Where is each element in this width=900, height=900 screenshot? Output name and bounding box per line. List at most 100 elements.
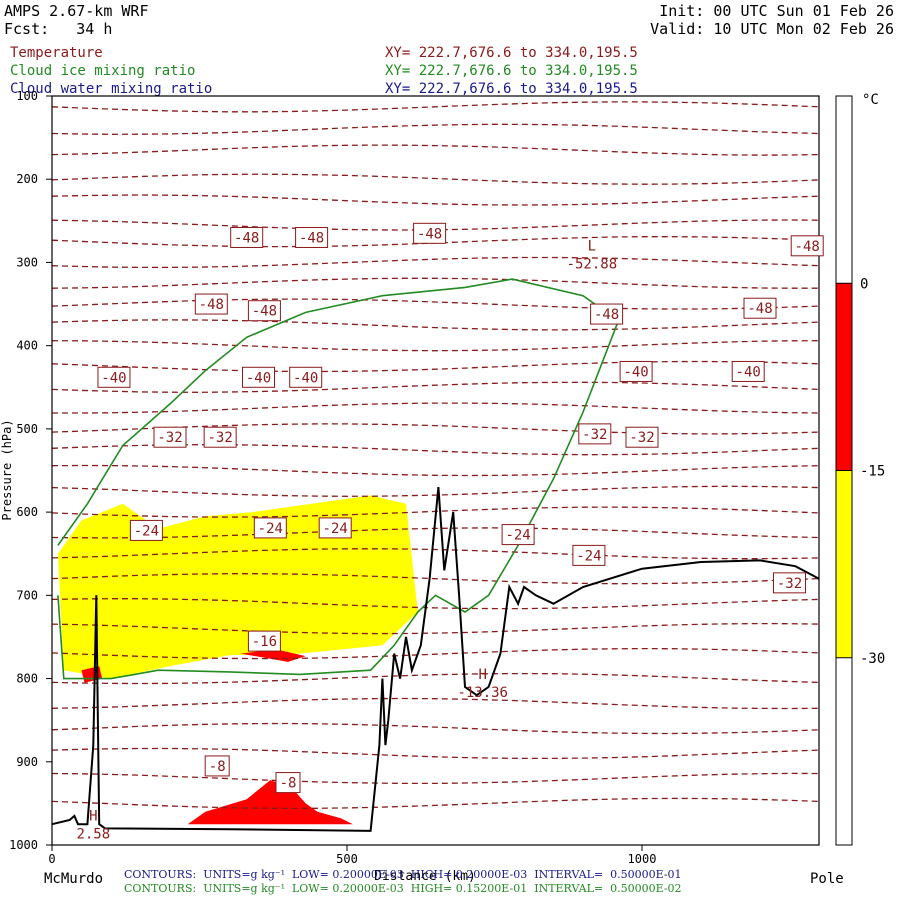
- legend-temperature-xy: XY= 222.7,676.6 to 334.0,195.5: [385, 45, 638, 61]
- contour-label-box: [318, 517, 352, 539]
- colorbar-unit: °C: [862, 92, 879, 108]
- contour-label-box: [295, 226, 329, 248]
- colorbar-label: 0: [860, 276, 868, 292]
- legend-cloud-ice-xy: XY= 222.7,676.6 to 334.0,195.5: [385, 63, 638, 79]
- y-tick-label: 900: [16, 755, 38, 769]
- contour-label: -24: [134, 523, 159, 539]
- extremum-value: -52.88: [567, 256, 618, 272]
- contour-label: -32: [208, 430, 233, 446]
- y-tick-label: 600: [16, 505, 38, 519]
- init-time: Init: 00 UTC Sun 01 Feb 26: [659, 2, 894, 20]
- extremum-value: -13.36: [457, 685, 508, 701]
- temperature-contour-line: [51, 573, 820, 585]
- temperature-contour-line: [51, 485, 820, 497]
- footer-contours-ice: CONTOURS: UNITS=g kg⁻¹ LOW= 0.20000E-03 …: [124, 882, 682, 895]
- colorbar-band: [835, 282, 853, 471]
- contour-label-box: [204, 755, 230, 777]
- x-endpoint-right: Pole: [810, 871, 844, 887]
- x-endpoint-left: McMurdo: [44, 871, 103, 887]
- y-tick-label: 100: [16, 89, 38, 103]
- y-tick-label: 1000: [9, 838, 38, 852]
- temperature-contour-line: [51, 647, 820, 660]
- contour-label: -32: [629, 430, 654, 446]
- contour-label-box: [247, 300, 281, 322]
- extremum-marker: L: [588, 238, 596, 254]
- contour-label-box: [230, 226, 264, 248]
- colorbar-band: [835, 470, 853, 659]
- contour-label: -40: [293, 370, 318, 386]
- x-tick-label: 0: [48, 852, 55, 866]
- contour-label: -40: [101, 370, 126, 386]
- contour-label: -48: [234, 230, 259, 246]
- y-axis-label: Pressure (hPa): [0, 419, 14, 520]
- temperature-contour-line: [51, 598, 820, 610]
- contour-label: -24: [576, 548, 601, 564]
- x-axis-label: Distance (km): [374, 869, 476, 884]
- temperature-contour-line: [51, 527, 820, 539]
- temperature-contour-line: [51, 548, 820, 560]
- temperature-contour-line: [52, 402, 820, 414]
- extremum-value: 2.58: [76, 826, 110, 842]
- footer-contours-water: CONTOURS: UNITS=g kg⁻¹ LOW= 0.20000E-03 …: [124, 868, 682, 881]
- axes: 100 200 300 400 500 600 700 800 900 1000 0 500 1000: [9, 89, 656, 866]
- forecast-hour: Fcst: 34 h: [4, 20, 113, 38]
- contour-label-box: [590, 303, 624, 325]
- contour-label-box: [413, 222, 447, 244]
- temperature-contour-line: [51, 797, 820, 810]
- contour-label: -8: [209, 759, 226, 775]
- temperature-contour-line: [51, 298, 820, 310]
- y-tick-label: 400: [16, 339, 38, 353]
- legend-cloud-water-xy: XY= 222.7,676.6 to 334.0,195.5: [385, 81, 638, 97]
- yellow-fill-region: [57, 495, 418, 679]
- temperature-contour-line: [51, 340, 820, 352]
- contour-label: -24: [323, 521, 348, 537]
- contour-label-box: [625, 426, 659, 448]
- temperature-contour-line: [51, 381, 820, 393]
- temperature-contour-line: [51, 173, 820, 185]
- terrain-line: [51, 487, 820, 832]
- contour-label-box: [773, 572, 806, 594]
- cloud-ice-contour: [57, 278, 620, 680]
- contour-label-box: [743, 297, 777, 319]
- model-title: AMPS 2.67-km WRF: [4, 2, 149, 20]
- contour-labels: -48 -48 -48 -48 -48 -48 -48 -48 -40 -40 -40 -40 -40 -…: [76, 222, 824, 842]
- temperature-contour-line: [51, 256, 820, 269]
- cloud-ice-outline: [57, 278, 620, 680]
- extremum-marker: H: [478, 667, 486, 683]
- contour-label-box: [619, 360, 653, 382]
- contour-label: -32: [582, 427, 607, 443]
- legend-cloud-ice-label: Cloud ice mixing ratio: [10, 63, 196, 79]
- contour-label: -32: [777, 576, 802, 592]
- contour-label: -40: [736, 364, 761, 380]
- contour-label-box: [501, 524, 535, 546]
- contour-label-box: [572, 544, 606, 566]
- y-tick-label: 300: [16, 255, 38, 269]
- temperature-contour-line: [51, 123, 820, 135]
- colorbar-label: -30: [860, 651, 885, 667]
- temperature-contour-line: [51, 360, 820, 373]
- extremum-marker: H: [89, 808, 97, 824]
- contour-label: -40: [246, 370, 271, 386]
- contour-label: -24: [258, 521, 283, 537]
- contour-label-box: [153, 426, 187, 448]
- temperature-contour-line: [51, 319, 820, 331]
- temperature-contour-line: [51, 697, 820, 710]
- y-tick-label: 700: [16, 588, 38, 602]
- y-tick-label: 200: [16, 172, 38, 186]
- temperature-contour-line: [51, 622, 820, 635]
- temperature-contour-line: [51, 194, 820, 206]
- contour-label-box: [247, 630, 281, 652]
- contour-label: -48: [417, 226, 442, 242]
- temperature-contour-line: [51, 144, 820, 156]
- contour-label: -48: [594, 307, 619, 323]
- y-tick-label: 800: [16, 672, 38, 686]
- colorbar: 0 -15 -30: [835, 95, 885, 846]
- contour-label: -48: [199, 297, 224, 313]
- temperature-contour-line: [51, 101, 820, 113]
- contour-label: -8: [280, 776, 297, 792]
- contour-label: -48: [747, 301, 772, 317]
- x-tick-label: 1000: [628, 852, 657, 866]
- contour-label-box: [289, 366, 323, 388]
- temperature-contour-line: [51, 672, 820, 685]
